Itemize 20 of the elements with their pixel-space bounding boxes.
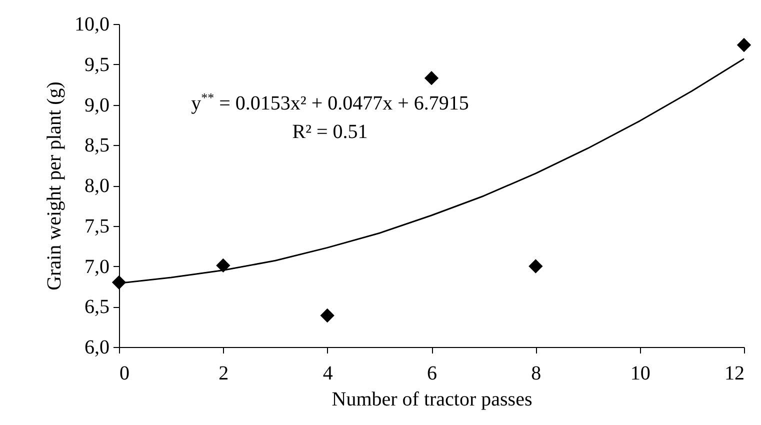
x-tick-label: 0 xyxy=(120,362,130,384)
x-tick-label: 10 xyxy=(630,362,650,384)
y-tick-label: 9,0 xyxy=(84,94,110,116)
x-tick-label: 8 xyxy=(531,362,542,384)
y-tick-label: 8,0 xyxy=(84,175,110,197)
y-tick-label: 6,5 xyxy=(84,296,110,318)
y-tick-label: 7,0 xyxy=(84,256,110,278)
y-axis-title: Grain weight per plant (g) xyxy=(44,82,66,290)
y-tick-label: 10,0 xyxy=(74,14,110,36)
x-tick-label: 2 xyxy=(218,362,229,384)
annotation: y$^{**}$ = 0.0153x² + 0.0477x + 6.7915 xyxy=(190,89,470,117)
y-tick-label: 7,5 xyxy=(84,215,110,238)
y-tick-label: 9,5 xyxy=(84,54,110,76)
x-tick-label: 12 xyxy=(724,362,744,384)
x-tick-label: 4 xyxy=(322,362,333,384)
y-tick-label: 6,0 xyxy=(84,336,110,358)
x-axis-title: Number of tractor passes xyxy=(332,388,532,410)
y-tick-label: 8,5 xyxy=(84,134,110,157)
annotation: R² = 0.51 xyxy=(291,120,369,145)
x-tick-label: 6 xyxy=(427,362,437,384)
